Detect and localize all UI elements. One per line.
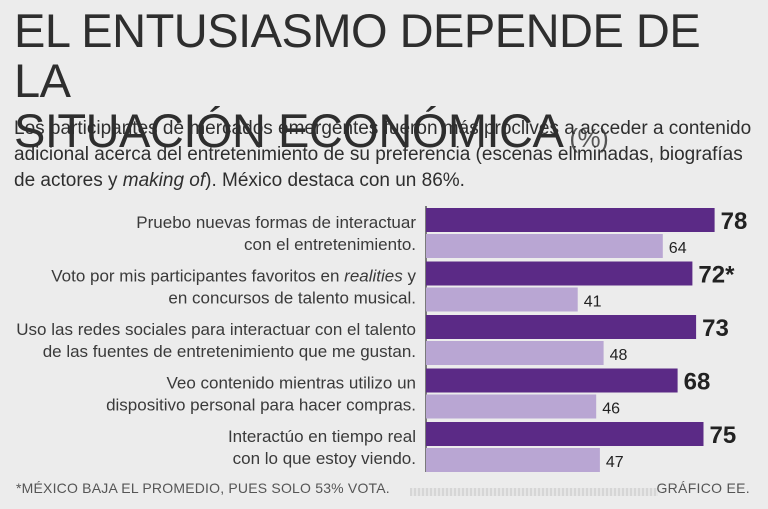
category-label: dispositivo personal para hacer compras. (106, 396, 416, 415)
data-label-secondary: 48 (610, 347, 628, 364)
category-label: Interactúo en tiempo real (228, 427, 416, 446)
bar-secondary (426, 448, 600, 472)
bar-secondary (426, 394, 597, 419)
data-label-primary: 72* (698, 262, 735, 289)
data-label-primary: 78 (721, 208, 748, 235)
category-label: de las fuentes de entretenimiento que me… (43, 342, 416, 361)
data-label-secondary: 47 (606, 454, 624, 471)
bar-secondary (426, 341, 604, 365)
category-label: Veo contenido mientras utilizo un (167, 374, 417, 393)
data-label-primary: 68 (684, 369, 711, 396)
footnote: *MÉXICO BAJA EL PROMEDIO, PUES SOLO 53% … (16, 480, 390, 496)
category-label: Voto por mis participantes favoritos en … (51, 267, 416, 286)
bar-primary (426, 208, 715, 232)
bar-primary (426, 368, 678, 393)
data-label-primary: 75 (710, 422, 737, 449)
data-label-secondary: 64 (669, 240, 687, 257)
bar-primary (426, 422, 704, 446)
title-line-2-text: SITUACIÓN ECONÓMICA (14, 104, 564, 157)
title-line-1: EL ENTUSIASMO DEPENDE DE LA (14, 4, 701, 107)
category-label: Uso las redes sociales para interactuar … (16, 320, 416, 339)
bar-primary (426, 315, 697, 339)
bar-secondary (426, 287, 578, 312)
data-label-secondary: 41 (584, 294, 602, 311)
subtitle-italic: making of (122, 170, 206, 191)
data-label-primary: 73 (702, 315, 729, 342)
chart-title: EL ENTUSIASMO DEPENDE DE LA SITUACIÓN EC… (14, 6, 754, 163)
category-label: con el entretenimiento. (244, 235, 416, 254)
title-line-2: SITUACIÓN ECONÓMICA (%) (14, 106, 754, 163)
unit-label: (%) (569, 123, 609, 153)
subtitle-text-2: ). México destaca con un 86%. (205, 170, 465, 191)
category-label: en concursos de talento musical. (168, 289, 416, 308)
subtitle-text-1: Los participantes de mercados emergentes… (14, 118, 752, 191)
bar-primary (426, 261, 693, 286)
data-label-secondary: 46 (602, 401, 620, 418)
source-credit: GRÁFICO EE. (656, 480, 750, 496)
category-label: con lo que estoy viendo. (233, 449, 416, 468)
category-label: Pruebo nuevas formas de interactuar (136, 213, 416, 232)
bar-secondary (426, 234, 663, 258)
chart-subtitle: Los participantes de mercados emergentes… (14, 116, 754, 194)
footer-divider (410, 488, 658, 496)
